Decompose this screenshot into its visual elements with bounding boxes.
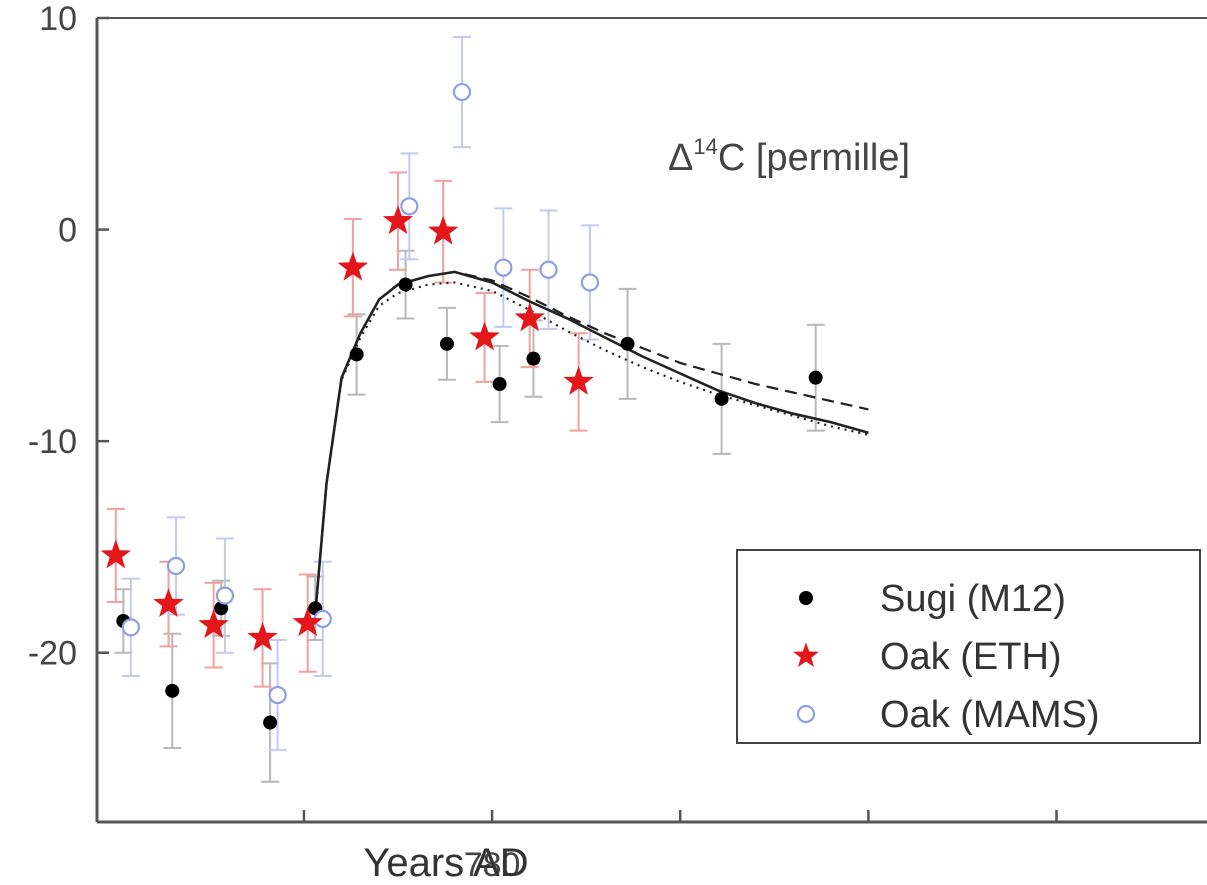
data-point-oak-eth xyxy=(514,302,545,332)
y-tick-label: -10 xyxy=(28,423,77,461)
data-point-sugi-m12 xyxy=(349,347,364,362)
data-point-sugi-m12 xyxy=(439,336,454,351)
legend-marker-oak-eth xyxy=(793,642,819,667)
data-point-sugi-m12 xyxy=(620,336,635,351)
data-point-oak-mams xyxy=(494,258,513,277)
legend-label: Sugi (M12) xyxy=(880,578,1066,620)
legend-box xyxy=(736,549,1201,744)
data-point-sugi-m12 xyxy=(214,601,229,616)
annotation-superscript: 14 xyxy=(693,134,717,159)
data-point-sugi-m12 xyxy=(263,715,278,730)
annotation-suffix: C [permille] xyxy=(718,137,910,179)
legend-marker-sugi-m12 xyxy=(799,591,813,605)
data-point-oak-mams xyxy=(166,556,186,576)
data-point-oak-mams xyxy=(121,618,140,637)
data-point-oak-eth xyxy=(469,321,500,351)
y-tick-label: 10 xyxy=(39,0,77,38)
data-point-oak-eth xyxy=(292,607,323,637)
data-point-oak-eth xyxy=(563,365,594,395)
x-axis-title: Years AD xyxy=(363,841,528,885)
data-point-oak-mams xyxy=(539,260,558,279)
delta-14c-annotation: Δ14C [permille] xyxy=(668,134,910,179)
data-point-sugi-m12 xyxy=(165,683,180,698)
plot-inner xyxy=(100,36,869,783)
data-point-oak-eth xyxy=(382,205,414,235)
legend: Sugi (M12) Oak (ETH) Oak (MAMS) xyxy=(736,549,1201,744)
data-point-oak-eth xyxy=(198,609,229,639)
data-point-oak-mams xyxy=(268,685,287,705)
data-point-oak-eth xyxy=(247,621,278,651)
data-point-sugi-m12 xyxy=(492,377,507,392)
data-point-sugi-m12 xyxy=(526,351,541,366)
data-point-oak-eth xyxy=(428,215,459,245)
ticks: 10 0 -10 -20 780 xyxy=(28,0,1058,884)
annotation-prefix: Δ xyxy=(668,137,693,179)
legend-label: Oak (MAMS) xyxy=(880,694,1100,736)
y-tick-label: -20 xyxy=(28,635,77,673)
data-point-oak-mams xyxy=(452,82,472,102)
data-point-sugi-m12 xyxy=(398,277,413,292)
model-curve-dashed xyxy=(314,270,869,615)
data-point-oak-eth xyxy=(153,588,184,617)
plot-area xyxy=(100,36,869,783)
data-point-oak-mams xyxy=(400,197,419,216)
data-point-oak-mams xyxy=(580,273,600,292)
legend-label: Oak (ETH) xyxy=(880,636,1062,678)
data-point-sugi-m12 xyxy=(714,391,729,406)
data-point-sugi-m12 xyxy=(808,370,823,385)
data-point-oak-eth xyxy=(337,251,369,281)
y-tick-label: 0 xyxy=(58,212,77,250)
x-tick-label: 780 xyxy=(464,846,521,884)
legend-marker-oak-mams xyxy=(796,704,816,724)
axes xyxy=(95,17,1207,824)
data-point-oak-eth xyxy=(100,539,131,569)
data-point-oak-mams xyxy=(215,586,235,605)
